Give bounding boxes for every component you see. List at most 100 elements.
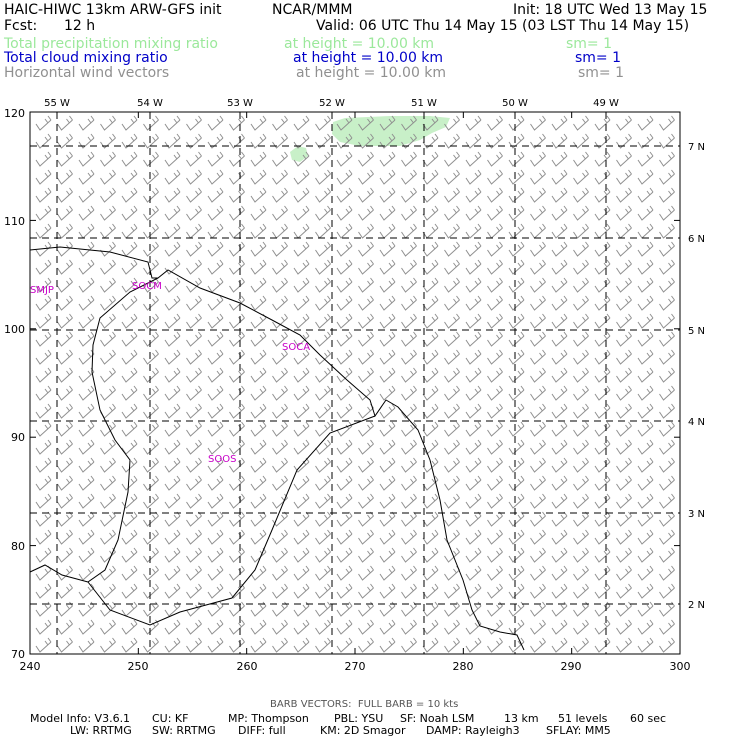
wind-barb <box>379 475 396 491</box>
wind-barb <box>78 313 95 329</box>
wind-barb <box>573 367 589 383</box>
map-frame <box>29 111 681 655</box>
wind-barb <box>422 421 439 437</box>
wind-barb <box>616 457 632 473</box>
wind-barb <box>616 439 632 455</box>
wind-barb <box>401 115 417 131</box>
wind-barb <box>573 349 589 365</box>
wind-barb <box>379 583 396 599</box>
wind-barb <box>508 583 525 599</box>
wind-barb <box>250 493 267 509</box>
wind-barb <box>100 475 116 491</box>
wind-barb <box>229 205 245 221</box>
wind-barb <box>487 313 503 329</box>
wind-barb <box>508 529 525 545</box>
wind-barb <box>293 151 310 167</box>
wind-barb <box>594 385 611 401</box>
wind-barb <box>207 223 224 239</box>
wind-barb <box>616 277 632 293</box>
wind-barb <box>573 385 589 401</box>
wind-barb <box>250 151 267 167</box>
wind-barb <box>465 637 482 653</box>
wind-barb <box>401 619 417 635</box>
wind-barb <box>207 205 224 221</box>
wind-barb <box>57 475 73 491</box>
wind-barb <box>207 439 224 455</box>
wind-barb <box>121 151 138 167</box>
wind-barb <box>57 439 73 455</box>
wind-barb <box>250 205 267 221</box>
wind-barb <box>78 511 95 527</box>
wind-barb <box>207 529 224 545</box>
wind-barb <box>594 583 611 599</box>
wind-barb <box>637 241 654 257</box>
microphysics-scheme: MP: Thompson <box>228 712 309 725</box>
wind-barb <box>573 565 589 581</box>
wind-barb <box>35 133 52 149</box>
wind-barb <box>207 511 224 527</box>
wind-barb <box>143 529 159 545</box>
wind-barb <box>293 421 310 437</box>
wind-barb <box>422 403 439 419</box>
wind-barb <box>530 565 546 581</box>
wind-barb <box>508 619 525 635</box>
wind-barb <box>465 187 482 203</box>
wind-barb <box>78 349 95 365</box>
wind-barb <box>293 241 310 257</box>
km-option: KM: 2D Smagor <box>320 724 406 737</box>
wind-barb <box>508 565 525 581</box>
wind-barb <box>637 115 654 131</box>
wind-barb <box>78 205 95 221</box>
wind-barb <box>358 115 374 131</box>
x-tick-label: 300 <box>670 660 691 673</box>
wind-barb <box>551 511 568 527</box>
wind-barb <box>616 169 632 185</box>
wind-barb <box>401 511 417 527</box>
wind-barb <box>293 115 310 131</box>
wind-barb <box>637 169 654 185</box>
wind-barb <box>293 565 310 581</box>
wind-barb <box>379 169 396 185</box>
wind-barb <box>164 151 181 167</box>
wind-barb <box>379 367 396 383</box>
wind-barb <box>637 583 654 599</box>
wind-barb <box>637 223 654 239</box>
wind-barb <box>422 637 439 653</box>
wind-barb <box>293 169 310 185</box>
wind-barb <box>616 349 632 365</box>
wind-barb <box>594 349 611 365</box>
field-1-smoothing: sm= 1 <box>566 36 613 52</box>
wind-barb <box>186 529 202 545</box>
wind-barb <box>336 259 353 275</box>
wind-barb <box>379 565 396 581</box>
y-tick-label: 90 <box>11 431 25 444</box>
wind-barb <box>164 547 181 563</box>
wind-barb <box>250 295 267 311</box>
wind-barb <box>57 187 73 203</box>
wind-barb <box>207 565 224 581</box>
longitude-label: 50 W <box>502 98 528 109</box>
wind-barb <box>35 295 52 311</box>
wind-barb <box>186 187 202 203</box>
wind-barb <box>143 439 159 455</box>
wind-barb <box>229 259 245 275</box>
wind-barb <box>637 637 654 653</box>
wind-barb <box>336 493 353 509</box>
wind-barb <box>465 169 482 185</box>
wind-barb <box>487 637 503 653</box>
wind-barb <box>465 529 482 545</box>
wind-barb <box>57 583 73 599</box>
wind-barb <box>616 133 632 149</box>
wind-barb <box>164 511 181 527</box>
wind-barb <box>487 277 503 293</box>
wind-barb <box>164 403 181 419</box>
wind-barb <box>422 133 439 149</box>
wind-barb <box>616 385 632 401</box>
wind-barb <box>573 259 589 275</box>
wind-barb <box>444 151 460 167</box>
wind-barb <box>100 565 116 581</box>
wind-barb <box>336 205 353 221</box>
wind-barb <box>121 205 138 221</box>
wind-barb <box>616 187 632 203</box>
wind-barb <box>659 511 675 527</box>
